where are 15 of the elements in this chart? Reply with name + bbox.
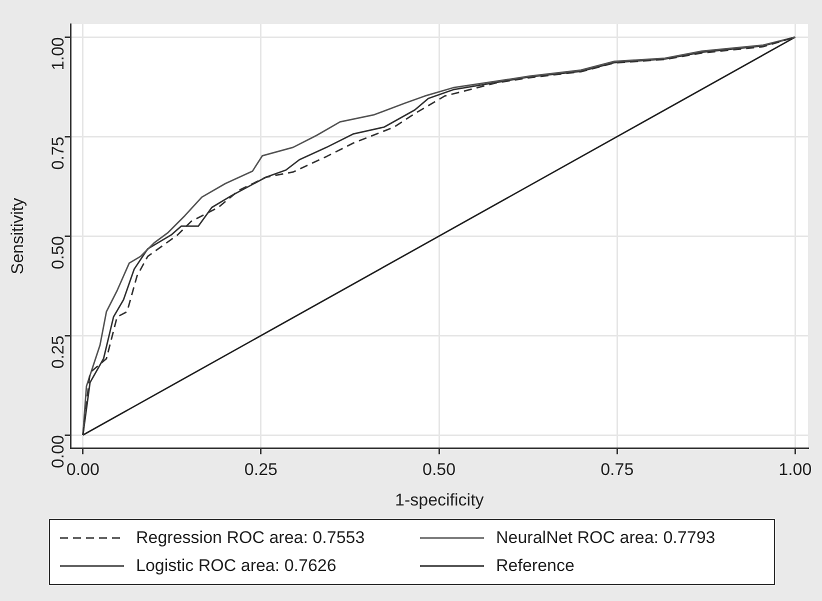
x-axis-title: 1-specificity xyxy=(394,490,484,510)
legend-label: NeuralNet ROC area: 0.7793 xyxy=(496,528,716,548)
x-tick-label: 0.25 xyxy=(244,460,278,480)
legend-label: Reference xyxy=(496,556,574,576)
y-tick-label: 0.50 xyxy=(48,236,68,270)
y-axis-title: Sensitivity xyxy=(8,197,27,274)
y-tick-label: 1.00 xyxy=(48,37,68,70)
y-tick-label: 0.75 xyxy=(48,136,68,170)
legend-label: Logistic ROC area: 0.7626 xyxy=(136,556,336,576)
x-tick-label: 0.75 xyxy=(600,460,634,480)
x-tick-label: 0.50 xyxy=(422,460,456,480)
y-tick-label: 0.25 xyxy=(48,336,68,369)
legend-label: Regression ROC area: 0.7553 xyxy=(136,528,365,548)
x-tick-label: 1.00 xyxy=(778,460,812,480)
x-tick-label: 0.00 xyxy=(66,460,100,480)
